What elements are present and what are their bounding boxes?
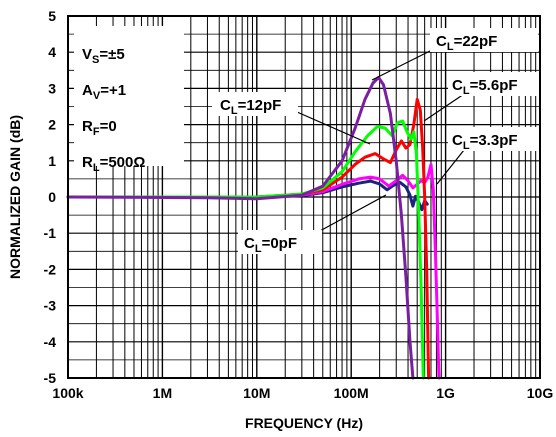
annotation-cl12-rest: =12pF: [238, 97, 282, 114]
y-tick-label: -4: [44, 334, 57, 350]
y-tick-label: 1: [48, 153, 56, 169]
annotation-leader-cl0: [317, 194, 387, 233]
annotation-cl5p6: CL=5.6pF: [452, 77, 518, 97]
tick-labels: 100k 1M 10M 100M 1G 10G 5 4 3 2 1 0 -1 -2 -3 -4 -5: [44, 8, 554, 401]
x-tick-label: 100M: [334, 385, 369, 401]
condition-2-rest: =0: [100, 118, 117, 135]
y-tick-label: 0: [48, 189, 56, 205]
annotation-box-cl22: [430, 28, 538, 52]
y-tick-label: -1: [44, 225, 57, 241]
annotation-cl22-sub: L: [447, 41, 454, 53]
condition-1-main: A: [82, 82, 93, 99]
condition-1: AV=+1: [82, 82, 126, 102]
annotation-cl0-sub: L: [255, 243, 262, 255]
condition-0-sub: S: [92, 54, 99, 66]
x-tick-label: 1G: [436, 385, 455, 401]
x-tick-label: 10M: [243, 385, 270, 401]
plot-frame: [67, 15, 541, 379]
annotation-box-cl3p3: [448, 127, 540, 151]
annotation-cl3p3-main: C: [452, 132, 463, 149]
annotation-leader-cl3p3: [436, 144, 469, 185]
x-tick-label: 100k: [52, 385, 83, 401]
condition-3: RL=500Ω: [82, 154, 145, 174]
y-tick-label: -3: [44, 298, 57, 314]
y-tick-label: 3: [48, 80, 56, 96]
condition-1-rest: =+1: [100, 82, 126, 99]
y-axis-title: NORMALIZED GAIN (dB): [7, 115, 23, 279]
series-line-cl22: [66, 76, 415, 380]
annotation-cl22-main: C: [436, 33, 447, 50]
condition-2: RF=0: [82, 118, 117, 138]
annotation-leader-cl22: [371, 45, 441, 81]
y-tick-label: -5: [44, 370, 57, 386]
annotation-cl12-sub: L: [231, 105, 238, 117]
annotation-cl12: CL=12pF: [220, 97, 281, 117]
annotation-leader-cl12: [296, 111, 371, 145]
annotation-leader-cl5p6: [423, 93, 465, 122]
annotation-cl3p3-sub: L: [463, 140, 470, 152]
series-line-cl3p3: [66, 162, 441, 380]
condition-0-main: V: [82, 46, 92, 63]
annotation-cl12-main: C: [220, 97, 231, 114]
condition-3-main: R: [82, 154, 93, 171]
x-axis-title: FREQUENCY (Hz): [245, 415, 363, 431]
annotation-cl3p3: CL=3.3pF: [452, 132, 518, 152]
y-tick-label: -2: [44, 261, 57, 277]
condition-0: VS=±5: [82, 46, 125, 66]
x-tick-label: 10G: [527, 385, 554, 401]
series-lines: [66, 76, 441, 380]
annotation-cl22-rest: =22pF: [454, 33, 498, 50]
annotation-cl22: CL=22pF: [436, 33, 497, 53]
y-tick-label: 5: [48, 8, 56, 24]
test-conditions: VS=±5AV=+1RF=0RL=500Ω: [74, 26, 184, 174]
annotation-cl3p3-rest: =3.3pF: [470, 132, 518, 149]
conditions-box: [74, 26, 184, 166]
annotation-cl0: CL=0pF: [244, 235, 297, 255]
annotation-box-cl0: [238, 230, 322, 254]
condition-2-main: R: [82, 118, 93, 135]
condition-1-sub: V: [93, 90, 101, 102]
condition-0-rest: =±5: [99, 46, 124, 63]
condition-3-rest: =500Ω: [100, 154, 146, 171]
annotation-box-cl5p6: [448, 72, 540, 96]
annotation-cl0-main: C: [244, 235, 255, 252]
y-tick-label: 2: [48, 117, 56, 133]
y-tick-label: 4: [48, 44, 56, 60]
annotation-cl0-rest: =0pF: [262, 235, 297, 252]
annotation-cl5p6-rest: =5.6pF: [470, 77, 518, 94]
annotation-cl5p6-main: C: [452, 77, 463, 94]
condition-3-sub: L: [93, 162, 100, 174]
annotation-box-cl12: [212, 92, 298, 116]
annotation-cl5p6-sub: L: [463, 85, 470, 97]
condition-2-sub: F: [93, 126, 100, 138]
x-tick-label: 1M: [153, 385, 172, 401]
